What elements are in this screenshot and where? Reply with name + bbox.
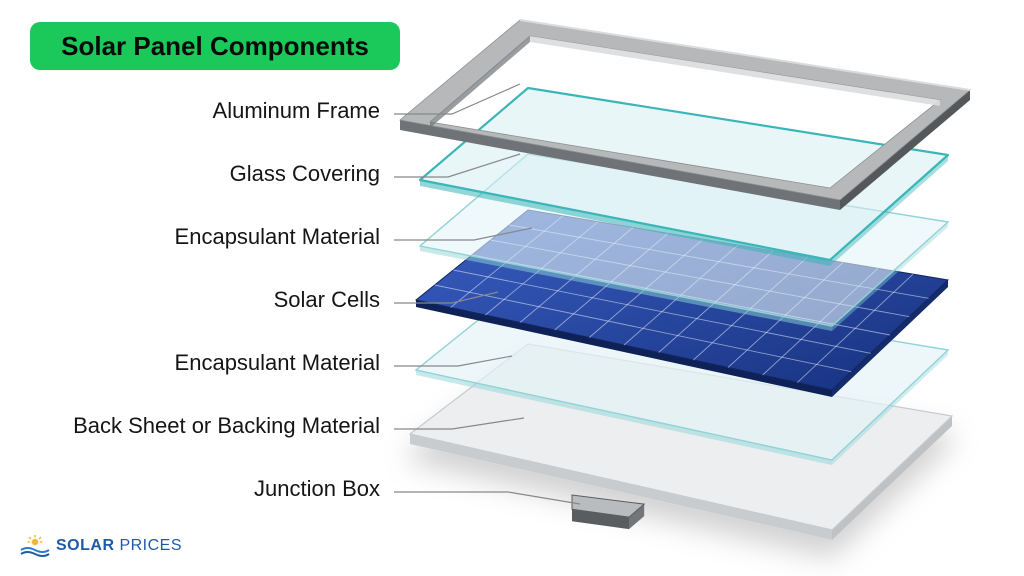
label-encap1: Encapsulant Material [175, 224, 380, 250]
sun-waves-icon [20, 534, 50, 558]
junction-box [572, 495, 644, 529]
brand-logo: SOLAR PRICES [20, 534, 182, 558]
label-cells: Solar Cells [274, 287, 380, 313]
label-frame: Aluminum Frame [213, 98, 380, 124]
label-junction: Junction Box [254, 476, 380, 502]
logo-text: SOLAR PRICES [56, 537, 182, 555]
exploded-diagram [0, 0, 1024, 576]
label-glass: Glass Covering [230, 161, 380, 187]
label-encap2: Encapsulant Material [175, 350, 380, 376]
label-backsheet: Back Sheet or Backing Material [73, 413, 380, 439]
